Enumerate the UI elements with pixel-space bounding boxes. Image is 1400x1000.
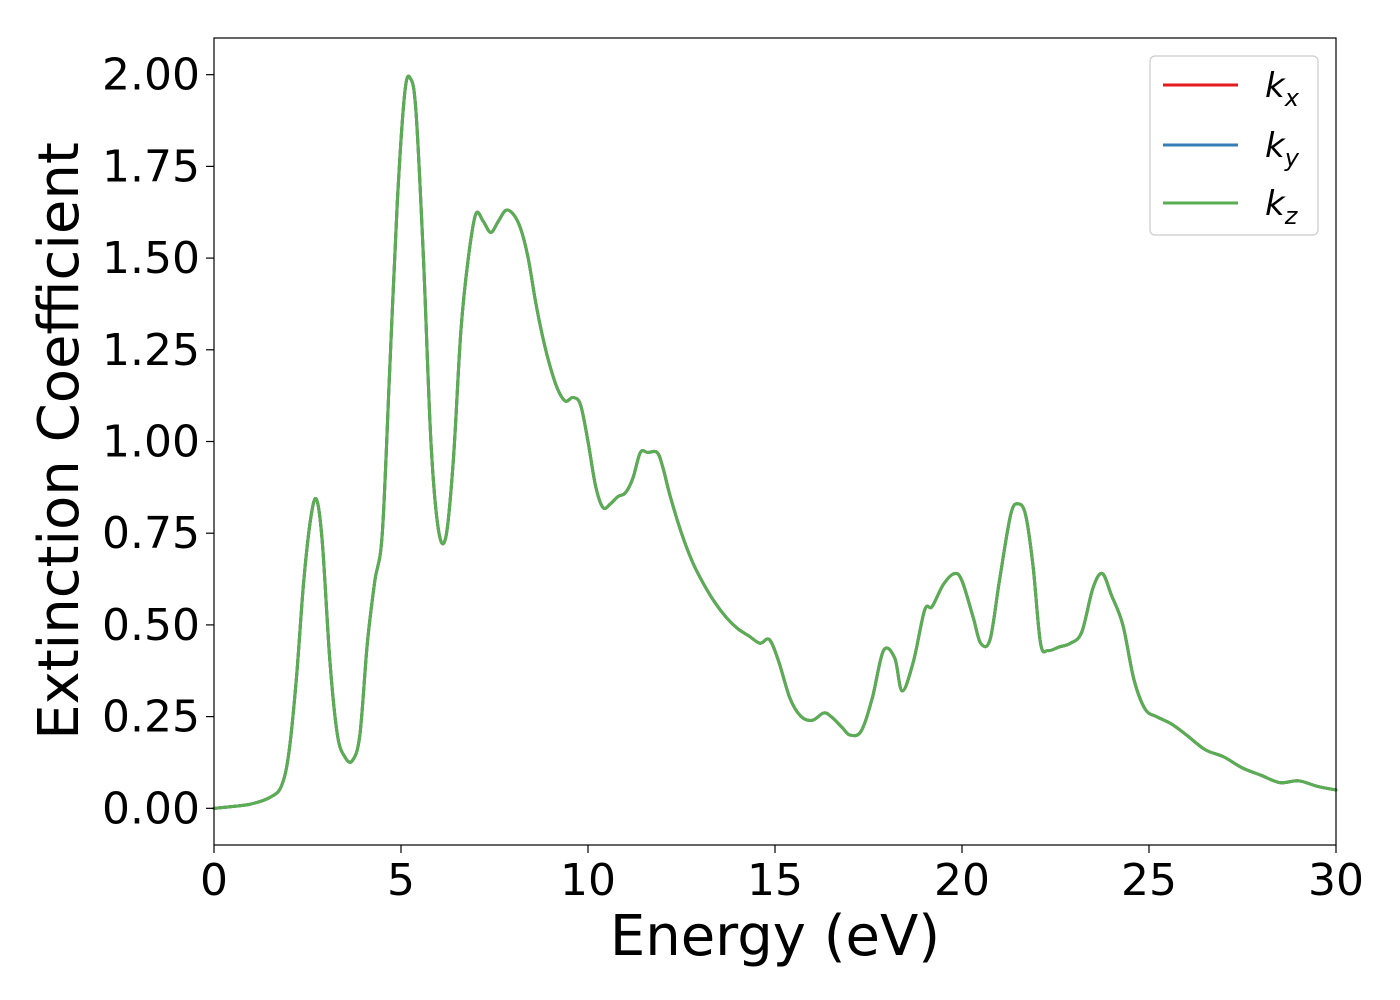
x-tick-label: 20 xyxy=(934,855,990,906)
y-tick-label: 0.00 xyxy=(102,783,200,834)
legend-label-y: ky xyxy=(1265,126,1300,172)
y-axis: 0.00 0.25 0.50 0.75 1.00 1.25 1.50 1.75 2.00 xyxy=(102,50,214,834)
x-tick-label: 5 xyxy=(387,855,415,906)
y-tick-label: 0.50 xyxy=(102,600,200,651)
y-tick-label: 0.75 xyxy=(102,508,200,559)
x-tick-label: 15 xyxy=(747,855,803,906)
legend-label-x: kx xyxy=(1265,66,1300,112)
y-tick-label: 2.00 xyxy=(102,50,200,101)
x-axis-title: Energy (eV) xyxy=(610,904,940,969)
y-tick-label: 0.25 xyxy=(102,692,200,743)
y-tick-label: 1.25 xyxy=(102,325,200,376)
plot-area xyxy=(214,38,1336,845)
y-tick-label: 1.50 xyxy=(102,233,200,284)
x-axis: 0 5 10 15 20 25 30 xyxy=(200,845,1364,906)
y-tick-label: 1.00 xyxy=(102,417,200,468)
legend-label-z: kz xyxy=(1265,184,1299,230)
x-tick-label: 0 xyxy=(200,855,228,906)
x-tick-label: 10 xyxy=(560,855,616,906)
y-tick-label: 1.75 xyxy=(102,141,200,192)
x-tick-label: 30 xyxy=(1308,855,1364,906)
x-tick-label: 25 xyxy=(1121,855,1177,906)
legend: kx ky kz xyxy=(1149,55,1319,236)
series-line-3 xyxy=(212,74,1338,810)
series-layer xyxy=(212,74,1338,810)
y-axis-title: Extinction Coefficient xyxy=(27,142,92,740)
